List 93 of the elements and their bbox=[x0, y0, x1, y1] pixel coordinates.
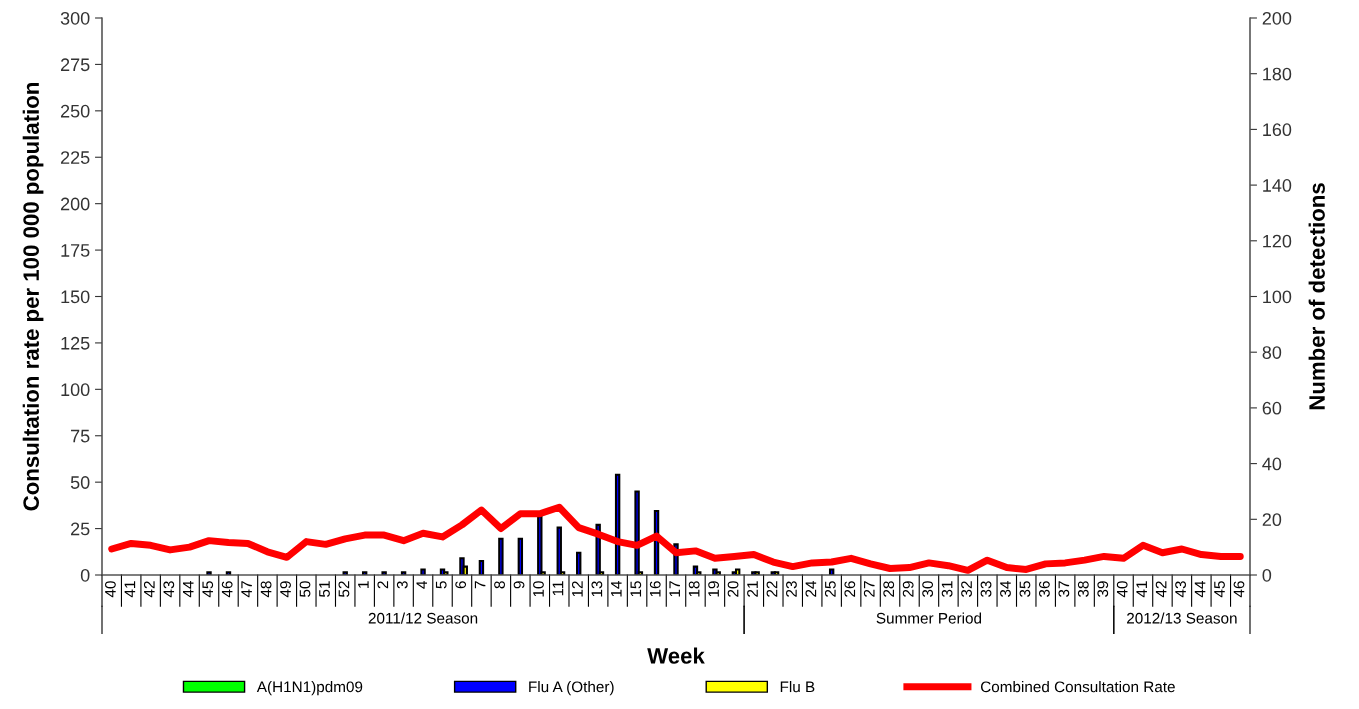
y-tick-label: 75 bbox=[71, 429, 90, 443]
x-tick-label: 16 bbox=[649, 581, 661, 597]
x-tick-label: 34 bbox=[1000, 581, 1011, 597]
x-tick-label: 47 bbox=[241, 581, 252, 598]
x-tick-label: 13 bbox=[591, 581, 603, 597]
text: 2011/12 Season bbox=[368, 612, 478, 624]
x-tick-label: 39 bbox=[1097, 581, 1109, 597]
x-tick-label: 40 bbox=[1116, 581, 1128, 598]
legend-label: Combined Consultation Rate bbox=[980, 681, 1175, 693]
y-tick-label: 0 bbox=[80, 568, 90, 582]
x-tick-label: 35 bbox=[1019, 581, 1031, 597]
x-tick-label: 40 bbox=[105, 581, 116, 598]
x-tick-label: 41 bbox=[124, 581, 136, 598]
x-tick-label: 24 bbox=[805, 581, 817, 597]
x-tick-label: 41 bbox=[1136, 581, 1147, 598]
y-tick-label: 225 bbox=[60, 151, 90, 164]
y2-tick-label: 60 bbox=[1262, 401, 1282, 415]
x-tick-label: 22 bbox=[766, 581, 778, 597]
y2-tick-label: 160 bbox=[1263, 123, 1292, 137]
x-tick-label: 36 bbox=[1038, 581, 1050, 597]
x-tick-label: 23 bbox=[786, 581, 797, 597]
x-tick-label: 9 bbox=[513, 581, 525, 589]
x-tick-label: 52 bbox=[338, 581, 350, 597]
x-tick-label: 28 bbox=[883, 581, 895, 597]
x-tick-label: 21 bbox=[747, 581, 758, 597]
y-tick-label: 150 bbox=[61, 290, 90, 304]
y2-axis-title: Number of detections bbox=[1308, 183, 1325, 410]
y2-tick-label: 140 bbox=[1263, 179, 1292, 192]
y-tick-label: 100 bbox=[61, 383, 90, 397]
x-tick-label: 44 bbox=[183, 581, 194, 598]
x-tick-label: 46 bbox=[221, 581, 233, 598]
y2-tick-label: 40 bbox=[1262, 457, 1282, 471]
x-tick-label: 48 bbox=[260, 581, 272, 598]
x-tick-label: 6 bbox=[455, 581, 467, 589]
x-axis-title: Week bbox=[647, 647, 705, 664]
x-tick-label: 29 bbox=[902, 581, 914, 597]
legend-label: Flu B bbox=[780, 681, 815, 693]
x-tick-label: 19 bbox=[708, 581, 720, 597]
y2-tick-label: 180 bbox=[1263, 67, 1292, 81]
x-tick-label: 46 bbox=[1233, 581, 1245, 598]
x-tick-label: 32 bbox=[961, 581, 972, 597]
text: Summer Period bbox=[876, 612, 982, 624]
x-tick-label: 50 bbox=[299, 581, 311, 597]
x-tick-label: 45 bbox=[1214, 581, 1225, 598]
x-tick-label: 26 bbox=[844, 581, 856, 597]
y2-tick-label: 0 bbox=[1262, 568, 1272, 582]
text: 2012/13 Season bbox=[1127, 612, 1237, 624]
x-tick-label: 33 bbox=[980, 581, 992, 597]
x-tick-label: 43 bbox=[163, 581, 175, 598]
y-tick-label: 25 bbox=[71, 522, 90, 536]
x-tick-label: 8 bbox=[494, 581, 505, 589]
x-tick-label: 42 bbox=[143, 581, 155, 598]
x-tick-label: 7 bbox=[474, 581, 486, 589]
x-tick-label: 18 bbox=[688, 581, 700, 597]
y-tick-label: 125 bbox=[61, 336, 90, 350]
x-tick-label: 44 bbox=[1194, 581, 1206, 598]
x-tick-label: 12 bbox=[571, 581, 583, 597]
y-tick-label: 300 bbox=[60, 11, 90, 25]
legend-label: Flu A (Other) bbox=[529, 681, 614, 696]
y-tick-label: 250 bbox=[60, 104, 90, 118]
y2-tick-label: 120 bbox=[1263, 234, 1292, 248]
x-tick-label: 2 bbox=[377, 581, 389, 589]
y-tick-label: 175 bbox=[61, 244, 90, 257]
x-tick-label: 42 bbox=[1155, 581, 1167, 598]
x-tick-label: 51 bbox=[319, 581, 330, 597]
x-tick-label: 17 bbox=[669, 581, 680, 597]
y-tick-label: 200 bbox=[60, 197, 90, 211]
x-tick-label: 1 bbox=[358, 581, 369, 588]
y2-tick-label: 20 bbox=[1262, 513, 1282, 527]
x-tick-label: 11 bbox=[552, 581, 564, 596]
x-tick-label: 49 bbox=[280, 581, 291, 598]
x-tick-label: 43 bbox=[1175, 581, 1186, 598]
y2-tick-label: 100 bbox=[1263, 290, 1292, 304]
x-tick-label: 30 bbox=[922, 581, 934, 597]
x-tick-label: 25 bbox=[824, 581, 836, 597]
x-tick-label: 3 bbox=[396, 581, 408, 589]
x-tick-label: 38 bbox=[1077, 581, 1089, 597]
legend-label: A(H1N1)pdm09 bbox=[256, 681, 363, 696]
x-tick-label: 10 bbox=[533, 581, 544, 597]
x-tick-label: 15 bbox=[630, 581, 642, 597]
x-tick-label: 45 bbox=[202, 581, 214, 598]
x-tick-label: 27 bbox=[863, 581, 875, 597]
x-tick-label: 14 bbox=[611, 581, 622, 597]
y-tick-label: 275 bbox=[60, 58, 90, 72]
x-tick-label: 31 bbox=[941, 581, 953, 597]
y2-tick-label: 80 bbox=[1262, 346, 1282, 359]
y-axis-title: Consultation rate per 100 000 population bbox=[22, 83, 44, 511]
x-tick-label: 20 bbox=[727, 581, 739, 597]
y2-tick-label: 200 bbox=[1262, 11, 1292, 25]
x-tick-label: 5 bbox=[435, 581, 447, 589]
y-tick-label: 50 bbox=[70, 476, 90, 489]
x-tick-label: 4 bbox=[416, 581, 427, 589]
x-tick-label: 37 bbox=[1058, 581, 1070, 597]
